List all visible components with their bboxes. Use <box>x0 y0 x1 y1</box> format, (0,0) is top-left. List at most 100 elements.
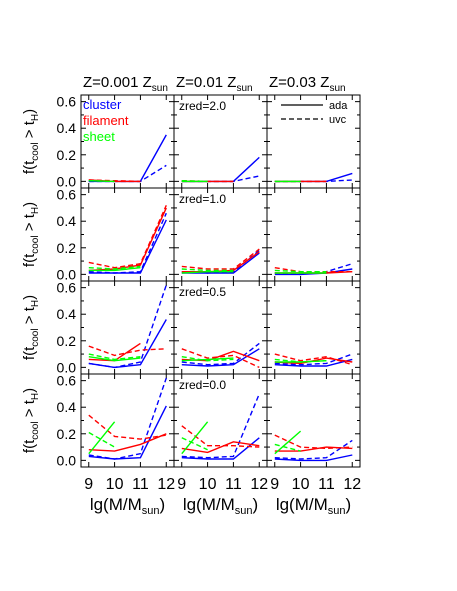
series-line-filament-uvc <box>274 353 353 366</box>
series-line-cluster-uvc <box>274 353 353 366</box>
legend-label-ada: ada <box>329 100 348 112</box>
y-tick-label: 0.4 <box>57 306 77 322</box>
series-line-sheet-ada <box>181 271 234 274</box>
series-line-sheet-ada <box>88 267 141 272</box>
y-tick-label: 0.0 <box>57 359 77 375</box>
zred-label: zred=0.5 <box>179 285 226 299</box>
series-line-filament-uvc <box>88 205 167 269</box>
y-tick-label: 0.6 <box>57 187 77 203</box>
zred-label: zred=2.0 <box>179 99 226 113</box>
series-line-cluster-uvc <box>88 212 167 274</box>
column-title: Z=0.01 Zsun <box>176 74 253 94</box>
series-line-sheet-uvc <box>274 358 327 363</box>
series-line-sheet-uvc <box>88 353 141 361</box>
series-line-sheet-uvc <box>181 437 208 451</box>
y-axis-label-text: f(tcool > tH) <box>21 388 41 453</box>
series-line-cluster-uvc <box>88 284 167 369</box>
series-line-sheet-uvc <box>181 356 234 362</box>
series-line-cluster-ada <box>274 454 353 462</box>
panel: 9 10 11 12 <box>266 373 361 493</box>
panel <box>266 187 361 282</box>
series-line-filament-uvc <box>274 434 353 450</box>
series-line-sheet-ada <box>88 356 141 362</box>
series-line-filament-ada <box>88 433 167 452</box>
series-line-filament-ada <box>88 207 167 272</box>
series-line-cluster-uvc <box>274 439 353 460</box>
y-tick-label: 0.2 <box>57 333 77 349</box>
column-title: Z=0.001 Zsun <box>83 74 168 94</box>
series-line-filament-uvc <box>181 425 260 448</box>
y-tick-label: 0.4 <box>57 213 77 229</box>
panel: 0.0 0.2 0.4 0.6 9 10 11 12 <box>57 373 176 493</box>
zred-label: zred=1.0 <box>179 192 226 206</box>
y-tick-label: 0.2 <box>57 147 77 163</box>
y-axis-label: f(tcool > tH) <box>21 388 41 453</box>
panel: ada uvc <box>266 94 361 189</box>
y-tick-label: 0.2 <box>57 240 77 256</box>
series-line-cluster-uvc <box>181 342 260 366</box>
legend-label-sheet: sheet <box>83 129 115 144</box>
y-tick-label: 0.6 <box>57 94 77 110</box>
series-line-filament-uvc <box>274 267 353 273</box>
x-tick-label: 11 <box>225 476 242 493</box>
x-axis-label: lg(M/Msun) <box>183 495 258 517</box>
series-line-sheet-uvc <box>274 443 301 452</box>
legend-label-cluster: cluster <box>83 97 122 112</box>
x-tick-label: 10 <box>106 476 124 493</box>
x-tick-label: 9 <box>270 476 279 493</box>
x-tick-label: 9 <box>84 476 93 493</box>
y-axis-label-text: f(tcool > tH) <box>21 109 41 174</box>
series-line-sheet-uvc <box>88 431 115 448</box>
panel: zred=0.0 9 10 11 12 <box>173 373 268 493</box>
series-line-cluster-ada <box>274 358 353 367</box>
x-tick-label: 12 <box>250 476 268 493</box>
series-line-cluster-ada <box>181 437 260 460</box>
x-axis-labels: lg(M/Msun) lg(M/Msun) lg(M/Msun) <box>90 495 351 517</box>
legend-label-filament: filament <box>83 113 129 128</box>
series-line-cluster-uvc <box>181 393 260 459</box>
series-line-filament-uvc <box>181 248 260 270</box>
series-line-sheet-uvc <box>181 268 234 272</box>
x-tick-label: 10 <box>292 476 310 493</box>
series-line-sheet-uvc <box>88 180 115 183</box>
zred-label: zred=0.0 <box>179 378 226 392</box>
column-titles: Z=0.001 Zsun Z=0.01 Zsun Z=0.03 Zsun <box>83 74 346 94</box>
panel: zred=1.0 <box>173 187 268 282</box>
x-tick-label: 12 <box>343 476 361 493</box>
y-tick-label: 0.4 <box>57 399 77 415</box>
y-tick-label: 0.0 <box>57 452 77 468</box>
series-line-sheet-uvc <box>88 265 141 270</box>
y-tick-label: 0.4 <box>57 120 77 136</box>
x-tick-label: 9 <box>177 476 186 493</box>
series-line-sheet-ada <box>181 357 234 362</box>
y-tick-label: 0.6 <box>57 373 77 389</box>
y-tick-label: 0.2 <box>57 426 77 442</box>
panel-frame <box>266 373 361 468</box>
panel <box>266 280 361 375</box>
series-line-filament-ada <box>181 441 260 454</box>
panel: 0.0 0.2 0.4 0.6 <box>57 187 175 282</box>
series-line-cluster-uvc <box>88 377 167 460</box>
y-axis-label: f(tcool > tH) <box>21 109 41 174</box>
x-tick-label: 12 <box>157 476 175 493</box>
x-tick-label: 11 <box>132 476 149 493</box>
y-axis-label: f(tcool > tH) <box>21 202 41 267</box>
series-line-filament-uvc <box>88 414 167 440</box>
y-axis-label: f(tcool > tH) <box>21 295 41 360</box>
y-tick-label: 0.0 <box>57 173 77 189</box>
series-line-cluster-uvc <box>88 164 167 183</box>
x-axis-label: lg(M/Msun) <box>90 495 165 517</box>
series-line-sheet-ada <box>274 430 302 455</box>
panel: 0.0 0.2 0.4 0.6 <box>57 280 175 375</box>
column-title: Z=0.03 Zsun <box>269 74 346 94</box>
series-line-filament-uvc <box>181 348 260 369</box>
y-tick-label: 0.6 <box>57 280 77 296</box>
panel: zred=2.0 <box>173 94 268 189</box>
y-axis-labels: f(tcool > tH) f(tcool > tH) f(tcool > tH) f… <box>21 109 41 453</box>
y-axis-label-text: f(tcool > tH) <box>21 295 41 360</box>
panel: zred=0.5 <box>173 280 268 375</box>
x-axis-label: lg(M/Msun) <box>276 495 351 517</box>
